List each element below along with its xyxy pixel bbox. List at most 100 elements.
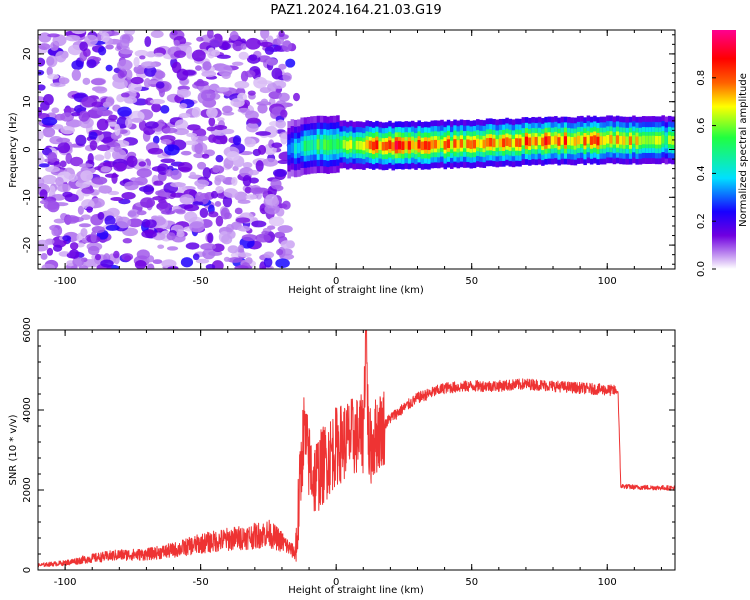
- noise-blob: [242, 162, 253, 169]
- snr-series-line: [38, 330, 675, 568]
- noise-blob: [56, 137, 71, 143]
- noise-blob: [78, 110, 90, 122]
- noise-blob: [52, 124, 64, 130]
- noise-blob: [234, 265, 249, 269]
- noise-blob: [197, 135, 209, 141]
- noise-blob: [158, 200, 168, 210]
- signal-segment: [528, 137, 532, 147]
- noise-blob: [67, 44, 83, 56]
- signal-segment: [638, 136, 643, 145]
- noise-blob: [251, 220, 267, 228]
- noise-blob: [215, 185, 224, 194]
- noise-blob: [89, 140, 98, 151]
- noise-blob: [110, 197, 124, 202]
- noise-blob: [206, 47, 216, 59]
- noise-blob: [60, 112, 74, 122]
- noise-blob: [104, 215, 116, 227]
- noise-blob: [202, 61, 212, 71]
- noise-blob: [263, 251, 275, 259]
- noise-blob: [78, 265, 89, 269]
- noise-blob: [206, 30, 214, 39]
- signal-segment: [492, 138, 496, 148]
- noise-blob: [232, 165, 239, 172]
- noise-blob: [77, 205, 84, 215]
- signal-segment: [384, 141, 389, 151]
- noise-blob: [65, 152, 73, 165]
- noise-blob: [141, 229, 157, 239]
- signal-segment: [586, 135, 591, 144]
- noise-blob: [238, 51, 249, 60]
- noise-blob: [259, 87, 272, 94]
- noise-blob: [158, 192, 173, 198]
- noise-blob: [41, 174, 57, 185]
- noise-blob: [241, 234, 258, 242]
- noise-blob: [97, 211, 105, 220]
- noise-blob: [124, 181, 139, 191]
- noise-blob: [43, 93, 54, 106]
- noise-blob: [119, 68, 127, 78]
- signal-segment: [423, 141, 428, 150]
- signal-segment: [596, 136, 600, 146]
- colorbar-tick-label: 0.6: [696, 118, 707, 134]
- signal-segment: [495, 139, 500, 148]
- noise-blob: [191, 106, 202, 118]
- noise-blob: [113, 145, 122, 153]
- noise-blob: [280, 132, 288, 145]
- noise-blob: [199, 207, 209, 218]
- signal-segment: [381, 142, 386, 151]
- noise-blob: [261, 230, 269, 236]
- signal-segment: [508, 138, 513, 148]
- noise-blob: [191, 49, 206, 62]
- signal-segment: [606, 135, 610, 144]
- signal-segment: [410, 140, 415, 149]
- colorbar-tick-label: 0.8: [696, 70, 707, 86]
- signal-segment: [394, 141, 399, 150]
- signal-segment: [622, 136, 626, 145]
- noise-blob: [143, 65, 157, 77]
- noise-blob: [180, 257, 194, 268]
- noise-blob: [264, 46, 275, 55]
- noise-blob: [98, 185, 113, 194]
- signal-segment: [332, 139, 337, 150]
- signal-segment: [511, 138, 516, 148]
- signal-segment: [609, 135, 613, 144]
- noise-blob: [176, 230, 185, 238]
- signal-segment: [651, 135, 656, 145]
- signal-segment: [287, 144, 291, 155]
- noise-blob: [127, 210, 137, 217]
- x-tick-label: 50: [465, 276, 478, 287]
- signal-segment: [599, 136, 604, 145]
- noise-blob: [215, 154, 224, 163]
- noise-blob: [91, 176, 108, 185]
- noise-blob: [153, 52, 164, 58]
- noise-blob: [259, 41, 273, 48]
- noise-blob: [178, 112, 191, 119]
- signal-segment: [476, 138, 480, 148]
- noise-blob: [278, 30, 285, 38]
- noise-blob: [146, 263, 155, 269]
- noise-blob: [229, 30, 239, 41]
- signal-segment: [303, 140, 308, 152]
- noise-blob: [200, 89, 216, 102]
- noise-blob: [268, 216, 285, 227]
- noise-blob: [78, 163, 94, 168]
- noise-blob: [82, 77, 91, 85]
- noise-blob: [130, 76, 144, 85]
- noise-blob: [163, 144, 180, 156]
- noise-blob: [38, 96, 45, 102]
- noise-blob: [58, 77, 70, 85]
- noise-blob: [55, 51, 67, 63]
- noise-blob: [193, 152, 205, 159]
- signal-segment: [450, 140, 454, 150]
- noise-blob: [239, 167, 254, 178]
- colorbar-tick-label: 0.2: [696, 213, 707, 229]
- noise-blob: [64, 215, 80, 224]
- signal-segment: [518, 138, 522, 147]
- noise-blob: [270, 178, 282, 190]
- noise-blob: [257, 144, 267, 155]
- noise-blob: [215, 215, 224, 227]
- noise-blob: [104, 173, 119, 178]
- noise-blob: [140, 197, 156, 208]
